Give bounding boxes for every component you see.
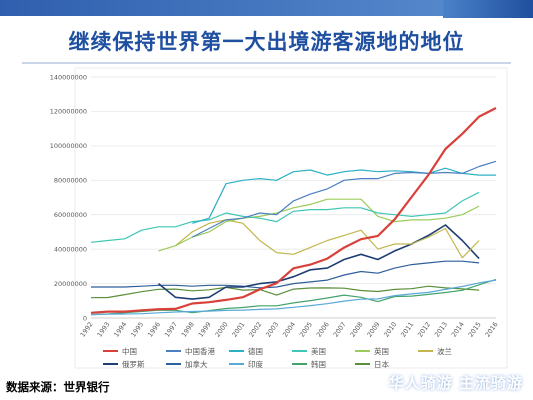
- header-band: [0, 0, 533, 16]
- legend-label: 韩国: [311, 359, 326, 369]
- series-line: [175, 219, 480, 259]
- legend-label: 波兰: [437, 346, 452, 356]
- legend-label: 中国: [122, 346, 137, 356]
- legend-label: 英国: [374, 346, 389, 356]
- series-line: [90, 285, 480, 299]
- series-line: [158, 198, 480, 252]
- x-tick-label: 2002: [247, 321, 263, 339]
- x-tick-label: 2011: [399, 321, 415, 339]
- x-tick-label: 2010: [382, 321, 398, 339]
- series-line: [90, 191, 480, 243]
- series-line: [192, 167, 496, 224]
- x-tick-label: 1993: [95, 321, 111, 339]
- x-tick-label: 2003: [264, 321, 280, 339]
- title-divider: [22, 62, 511, 64]
- x-tick-label: 1998: [180, 321, 196, 339]
- y-axis-ticks: 0 20000000 40000000 60000000 80000000 1000000…: [50, 73, 87, 322]
- x-tick-label: 2016: [484, 321, 500, 339]
- slide-title: 继续保持世界第一大出境游客源地的地位: [68, 30, 465, 54]
- x-tick-label: 2005: [298, 321, 314, 339]
- x-tick-label: 1994: [112, 321, 128, 339]
- x-tick-label: 2000: [214, 321, 230, 339]
- x-tick-label: 1997: [163, 321, 179, 339]
- series-line: [192, 160, 497, 238]
- legend-label: 中国香港: [185, 346, 215, 356]
- x-tick-label: 2008: [349, 321, 365, 339]
- series-layer: [90, 107, 497, 316]
- x-tick-label: 2009: [365, 321, 381, 339]
- series-line: [157, 224, 480, 300]
- grid-layer: [91, 76, 496, 319]
- x-tick-label: 2007: [332, 321, 348, 339]
- legend-label: 德国: [248, 346, 263, 356]
- legend-label: 加拿大: [185, 359, 208, 369]
- y-tick-label: 140000000: [50, 73, 87, 81]
- x-tick-label: 1996: [146, 321, 162, 339]
- x-tick-label: 1999: [197, 321, 213, 339]
- y-tick-label: 0: [83, 314, 87, 322]
- watermark: 华人骑游 主流骑游: [388, 374, 523, 392]
- y-tick-label: 100000000: [50, 142, 87, 150]
- x-axis-ticks: 1992 1993 1994 1995 1996 1997 1998 1999 2000 2001…: [79, 321, 500, 339]
- series-line: [90, 107, 497, 314]
- x-tick-label: 2004: [281, 321, 297, 339]
- x-tick-label: 2012: [416, 321, 432, 339]
- x-tick-label: 2015: [467, 321, 483, 339]
- legend-label: 美国: [311, 346, 326, 356]
- x-tick-label: 2013: [433, 321, 449, 339]
- x-tick-label: 2001: [230, 321, 246, 339]
- y-tick-label: 40000000: [54, 245, 87, 253]
- x-tick-label: 1995: [129, 321, 145, 339]
- series-line: [91, 260, 480, 289]
- x-tick-label: 1992: [79, 321, 95, 339]
- x-tick-label: 2006: [315, 321, 331, 339]
- y-tick-label: 120000000: [50, 108, 87, 116]
- series-line: [90, 279, 497, 316]
- legend-label: 印度: [248, 359, 263, 369]
- header-band-accent: [443, 0, 533, 18]
- legend-label: 俄罗斯: [122, 359, 145, 369]
- y-tick-label: 80000000: [54, 177, 87, 185]
- y-tick-label: 20000000: [54, 280, 87, 288]
- y-tick-label: 60000000: [54, 211, 87, 219]
- data-source-note: 数据来源：世界银行: [6, 380, 110, 394]
- x-tick-label: 2014: [450, 321, 466, 339]
- legend-label: 日本: [374, 359, 389, 369]
- chart-frame: [74, 67, 508, 369]
